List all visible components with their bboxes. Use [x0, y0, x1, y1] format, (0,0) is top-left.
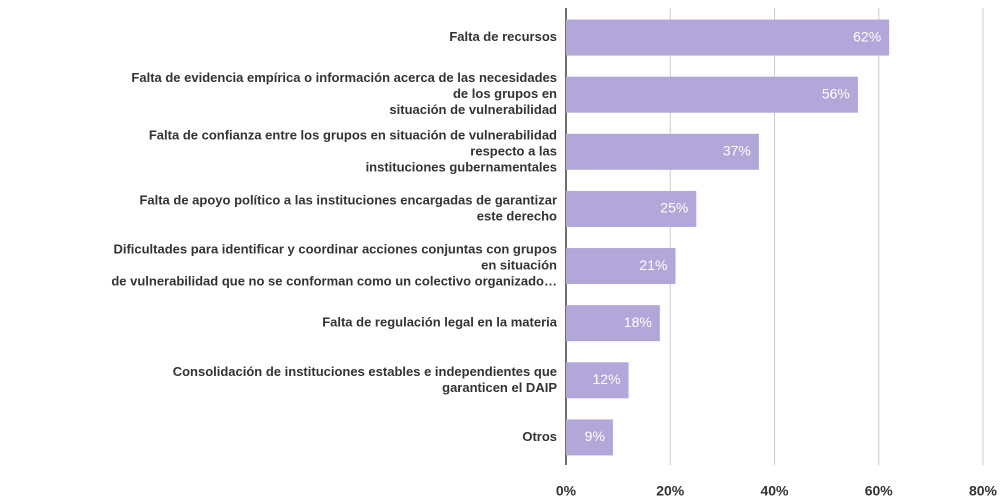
value-label: 9%: [585, 428, 605, 444]
y-tick-label: Falta de regulación legal en la materia: [322, 315, 558, 330]
value-label: 12%: [593, 371, 621, 387]
y-tick-label: Dificultades para identificar y coordina…: [113, 242, 557, 257]
y-tick-label: Falta de recursos: [449, 29, 557, 44]
bar: [566, 248, 676, 285]
x-tick-label: 80%: [969, 483, 998, 499]
y-tick-label: Falta de apoyo político a las institucio…: [139, 192, 557, 207]
x-tick-label: 40%: [760, 483, 789, 499]
x-tick-label: 20%: [656, 483, 685, 499]
value-label: 25%: [660, 200, 688, 216]
bar: [566, 362, 629, 399]
x-tick-label: 0%: [556, 483, 577, 499]
y-tick-label: en situación: [481, 258, 557, 273]
y-tick-label: instituciones gubernamentales: [366, 159, 557, 174]
y-tick-label: Falta de evidencia empírica o informació…: [131, 70, 557, 85]
value-label: 62%: [853, 28, 881, 44]
y-tick-label: situación de vulnerabilidad: [389, 102, 557, 117]
y-tick-label: Otros: [522, 429, 557, 444]
bar: [566, 19, 890, 56]
y-tick-label: garanticen el DAIP: [442, 380, 557, 395]
y-tick-label: Consolidación de instituciones estables …: [173, 364, 557, 379]
bar: [566, 133, 759, 170]
y-tick-label: respecto a las: [470, 143, 557, 158]
y-tick-label: Falta de confianza entre los grupos en s…: [149, 127, 557, 142]
value-label: 56%: [822, 85, 850, 101]
value-label: 18%: [624, 314, 652, 330]
bar: [566, 76, 858, 113]
bar: [566, 190, 697, 227]
y-tick-label: de vulnerabilidad que no se conforman co…: [111, 274, 557, 289]
bar: [566, 305, 660, 342]
bar: [566, 419, 613, 456]
value-label: 37%: [723, 143, 751, 159]
x-tick-label: 60%: [865, 483, 894, 499]
y-tick-label: de los grupos en: [453, 86, 557, 101]
y-tick-label: este derecho: [477, 208, 557, 223]
value-label: 21%: [639, 257, 667, 273]
